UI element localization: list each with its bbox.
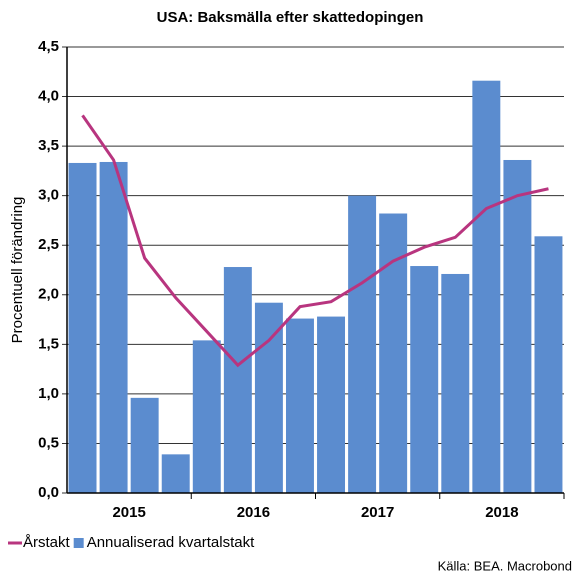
bar: [410, 266, 439, 493]
bar: [254, 302, 283, 493]
bar: [472, 80, 501, 493]
bar: [130, 397, 159, 493]
y-tick-label: 1,5: [38, 335, 59, 352]
bar: [192, 340, 221, 493]
chart-title: USA: Baksmälla efter skattedopingen: [157, 9, 424, 26]
y-tick-label: 3,5: [38, 137, 59, 154]
y-tick-label: 0,5: [38, 434, 59, 451]
y-tick-label: 4,0: [38, 88, 59, 105]
x-tick-label: 2015: [112, 504, 145, 521]
y-tick-label: 2,5: [38, 236, 59, 253]
bar: [534, 236, 563, 493]
x-tick-label: 2016: [237, 504, 270, 521]
y-tick-label: 0,0: [38, 484, 59, 501]
x-tick-label: 2017: [361, 504, 394, 521]
source: Källa: BEA. Macrobond: [438, 558, 572, 573]
bar: [441, 273, 470, 493]
y-tick-label: 2,0: [38, 286, 59, 303]
line: [81, 114, 549, 368]
bar: [99, 161, 128, 494]
bar: [503, 159, 532, 493]
bar: [285, 318, 314, 493]
legend-label: Årstakt: [23, 534, 71, 551]
bar: [223, 267, 252, 493]
y-axis-title: Procentuell förändring: [9, 197, 26, 344]
bar: [68, 162, 97, 493]
bar: [161, 454, 190, 493]
y-tick-label: 4,5: [38, 38, 59, 55]
legend-label: Annualiserad kvartalstakt: [87, 534, 255, 551]
bar: [317, 316, 346, 493]
x-tick-label: 2018: [485, 504, 518, 521]
y-tick-label: 3,0: [38, 187, 59, 204]
bar: [348, 195, 377, 493]
legend-swatch: [73, 538, 84, 548]
y-tick-label: 1,0: [38, 385, 59, 402]
